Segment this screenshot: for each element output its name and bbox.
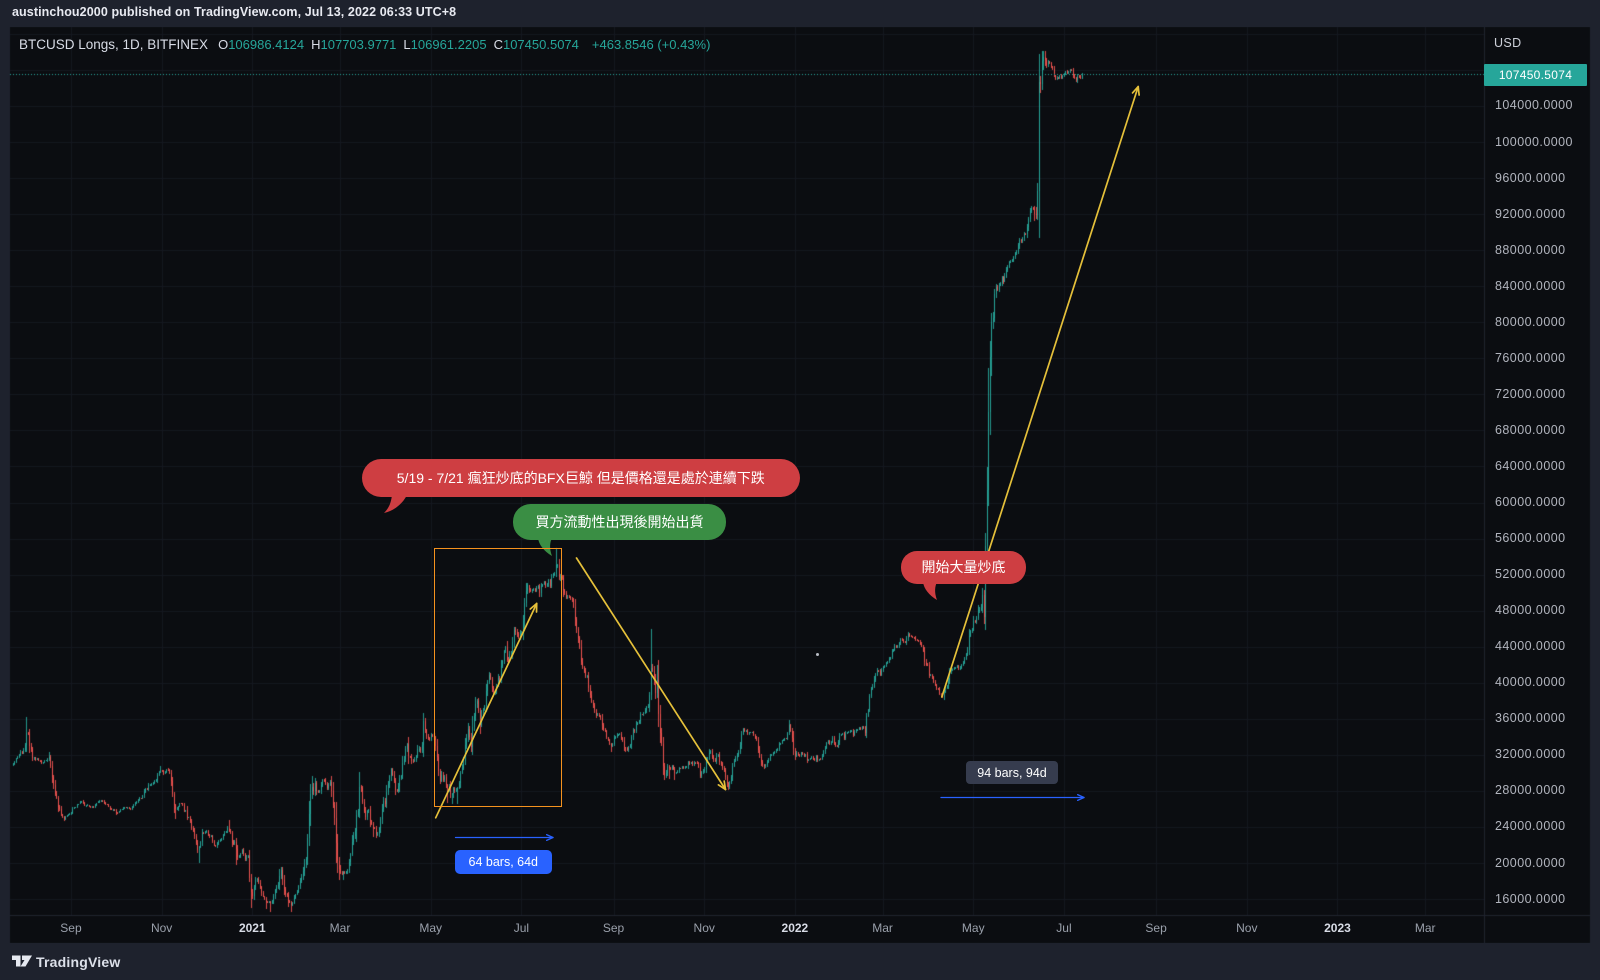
- current-price-tag: 107450.5074: [1484, 64, 1587, 86]
- arrow-up-apr-jul-2022-shaft: [940, 85, 1140, 698]
- close-value: 107450.5074: [502, 37, 579, 52]
- publish-info: austinchou2000 published on TradingView.…: [12, 5, 457, 19]
- bars-64-arrow-head: [545, 836, 554, 842]
- time-tick-2022-11-01: Nov: [1236, 921, 1258, 935]
- price-tick-84000: 84000.0000: [1495, 278, 1566, 293]
- price-tick-80000: 80000.0000: [1495, 314, 1566, 329]
- arrow-down-jul-nov-2021-head: [723, 780, 727, 791]
- time-tick-2020-11-01: Nov: [150, 921, 173, 935]
- time-tick-2021-01-01: 2021: [238, 921, 266, 935]
- time-tick-2022-03-01: Mar: [872, 921, 893, 935]
- arrow-up-apr-jul-2022-head: [1137, 85, 1140, 96]
- callout-distribution-after-liquidity[interactable]: 買方流動性出現後開始出貨: [513, 504, 726, 540]
- arrow-up-apr-jul-2022-head: [1131, 85, 1140, 94]
- arrow-down-jul-nov-2021-head: [717, 783, 727, 791]
- axis-currency-label: USD: [1494, 36, 1522, 50]
- price-tick-48000: 48000.0000: [1495, 603, 1566, 618]
- price-tick-16000: 16000.0000: [1495, 891, 1566, 906]
- bars-94-arrow[interactable]: [940, 793, 1085, 802]
- high-label: H: [311, 37, 321, 52]
- time-tick-2021-05-01: May: [419, 921, 443, 935]
- tradingview-logo-icon[interactable]: [11, 954, 33, 968]
- price-tick-88000: 88000.0000: [1495, 242, 1566, 257]
- time-tick-2023-03-01: Mar: [1414, 921, 1436, 935]
- price-tick-96000: 96000.0000: [1495, 170, 1566, 185]
- range-label-94-bars[interactable]: 94 bars, 94d: [966, 761, 1058, 784]
- open-value: 106986.4124: [228, 37, 305, 52]
- price-tick-32000: 32000.0000: [1495, 747, 1566, 762]
- price-tick-56000: 56000.0000: [1495, 531, 1566, 546]
- price-tick-28000: 28000.0000: [1495, 783, 1566, 798]
- cursor-dot: [816, 652, 819, 656]
- price-tick-104000: 104000.0000: [1495, 98, 1573, 113]
- chart-legend[interactable]: BTCUSD Longs, 1D, BITFINEX O106986.4124 H1…: [19, 37, 710, 54]
- arrow-up-may-jul-2021-shaft: [434, 602, 538, 819]
- price-tick-72000: 72000.0000: [1495, 386, 1566, 401]
- logo-glyph-1: [12, 955, 21, 967]
- bars-94-arrow-head: [1076, 793, 1085, 799]
- time-tick-2021-03-01: Mar: [329, 921, 351, 935]
- price-tick-68000: 68000.0000: [1495, 422, 1566, 437]
- time-tick-2023-01-01: 2023: [1324, 921, 1351, 935]
- accumulation-box[interactable]: [433, 548, 563, 807]
- range-label-64-bars[interactable]: 64 bars, 64d: [455, 849, 552, 874]
- open-label: O: [218, 37, 229, 52]
- callout-whale-dip-buying[interactable]: 5/19 - 7/21 瘋狂炒底的BFX巨鯨 但是價格還是處於連續下跌: [362, 458, 800, 498]
- arrow-down-jul-nov-2021[interactable]: [575, 557, 727, 791]
- symbol-title[interactable]: BTCUSD Longs, 1D, BITFINEX: [19, 37, 209, 52]
- time-tick-2022-07-01: Jul: [1056, 921, 1072, 935]
- publish-bar: austinchou2000 published on TradingView.…: [0, 0, 1600, 27]
- arrow-up-may-jul-2021-head: [529, 602, 538, 610]
- price-tick-20000: 20000.0000: [1495, 855, 1566, 870]
- callout-start-mass-dip-buying[interactable]: 開始大量炒底: [901, 551, 1026, 584]
- price-tick-92000: 92000.0000: [1495, 206, 1566, 221]
- time-tick-2021-09-01: Sep: [602, 921, 625, 935]
- price-tick-76000: 76000.0000: [1495, 350, 1566, 365]
- callout-tail-distribution-after-liquidity: [538, 538, 552, 556]
- price-tick-64000: 64000.0000: [1495, 458, 1566, 473]
- time-tick-2021-07-01: Jul: [513, 921, 530, 935]
- arrow-down-jul-nov-2021-shaft: [575, 557, 727, 791]
- time-tick-2020-09-01: Sep: [60, 921, 82, 935]
- time-tick-2022-09-01: Sep: [1145, 921, 1167, 935]
- change-value: +463.8546 (+0.43%): [591, 37, 711, 52]
- bars-64-arrow[interactable]: [454, 833, 554, 842]
- logo-glyph-7: [20, 955, 32, 967]
- price-tick-24000: 24000.0000: [1495, 819, 1566, 834]
- time-tick-2022-01-01: 2022: [781, 921, 809, 935]
- footer-bar: TradingView: [0, 943, 1600, 980]
- bars-64-arrow-head: [545, 833, 554, 839]
- time-tick-2021-11-01: Nov: [693, 921, 715, 935]
- price-tick-44000: 44000.0000: [1495, 639, 1566, 654]
- price-tick-52000: 52000.0000: [1495, 567, 1566, 582]
- price-tick-40000: 40000.0000: [1495, 675, 1566, 690]
- low-label: L: [403, 37, 411, 52]
- callout-tail-whale-dip-buying: [384, 495, 407, 513]
- price-tick-36000: 36000.0000: [1495, 711, 1566, 726]
- low-value: 106961.2205: [410, 37, 487, 52]
- tradingview-wordmark[interactable]: TradingView: [36, 954, 121, 970]
- arrow-up-may-jul-2021[interactable]: [434, 602, 538, 819]
- bars-94-arrow-head: [1076, 796, 1085, 802]
- high-value: 107703.9771: [320, 37, 397, 52]
- time-tick-2022-05-01: May: [961, 921, 985, 935]
- price-tick-60000: 60000.0000: [1495, 495, 1566, 510]
- arrow-up-apr-jul-2022[interactable]: [940, 85, 1140, 698]
- price-tick-100000: 100000.0000: [1495, 134, 1573, 149]
- close-label: C: [493, 37, 503, 52]
- callout-tail-start-mass-dip-buying: [923, 582, 937, 600]
